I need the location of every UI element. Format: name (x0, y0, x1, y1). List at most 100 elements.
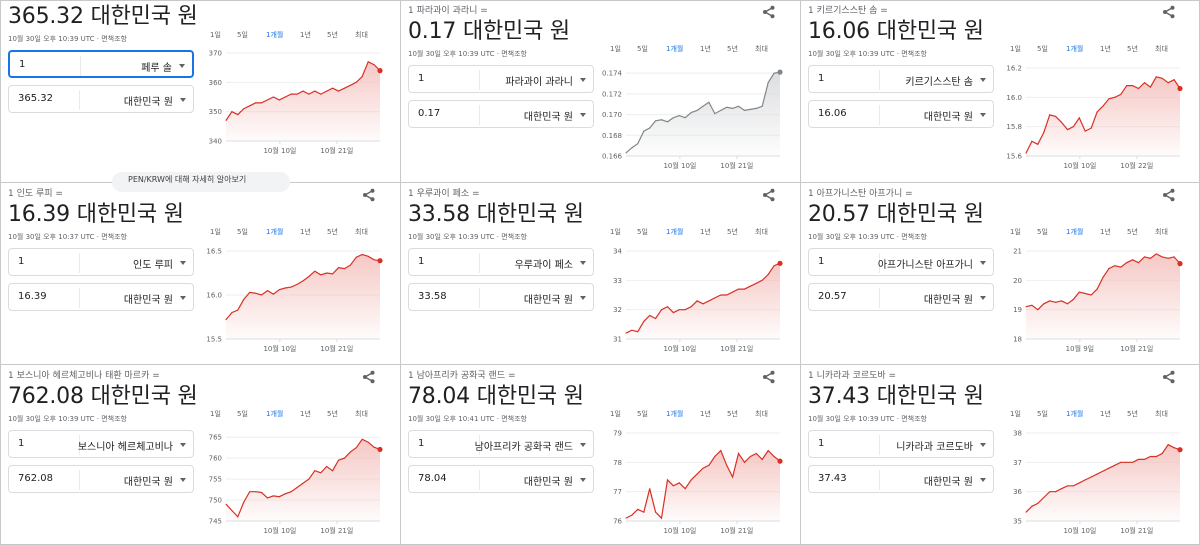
to-currency-field[interactable]: 16.06 대한민국 원 (808, 100, 994, 128)
to-currency-field[interactable]: 0.17 대한민국 원 (408, 100, 594, 128)
to-currency-field[interactable]: 78.04 대한민국 원 (408, 465, 594, 493)
to-currency-select[interactable]: 대한민국 원 (523, 295, 573, 306)
chevron-down-icon[interactable] (580, 261, 586, 265)
from-currency-select[interactable]: 보스니아 헤르체고비나 (77, 442, 173, 453)
from-currency-field[interactable]: 1 보스니아 헤르체고비나 (8, 430, 194, 458)
range-tab[interactable]: 최대 (755, 228, 768, 236)
range-tab[interactable]: 5년 (1127, 410, 1138, 418)
range-tab[interactable]: 1일 (1010, 228, 1021, 236)
from-currency-select[interactable]: 인도 루피 (133, 260, 173, 271)
to-currency-field[interactable]: 33.58 대한민국 원 (408, 283, 594, 311)
chevron-down-icon[interactable] (980, 261, 986, 265)
to-currency-field[interactable]: 37.43 대한민국 원 (808, 465, 994, 493)
range-tab[interactable]: 1개월 (1066, 228, 1084, 236)
range-tab[interactable]: 5년 (1127, 228, 1138, 236)
chevron-down-icon[interactable] (580, 478, 586, 482)
share-icon[interactable] (1162, 188, 1176, 202)
from-amount-input[interactable]: 1 (418, 256, 425, 267)
share-icon[interactable] (362, 370, 376, 384)
share-icon[interactable] (1162, 5, 1176, 19)
chevron-down-icon[interactable] (980, 78, 986, 82)
share-icon[interactable] (762, 370, 776, 384)
chevron-down-icon[interactable] (180, 98, 186, 102)
from-currency-field[interactable]: 1 아프가니스탄 아프가니 (808, 248, 994, 276)
range-tab[interactable]: 1일 (1010, 45, 1021, 53)
range-tab[interactable]: 5년 (727, 45, 738, 53)
range-tab[interactable]: 1년 (700, 45, 711, 53)
range-tab[interactable]: 1년 (1100, 228, 1111, 236)
range-tab[interactable]: 최대 (755, 410, 768, 418)
to-amount-input[interactable]: 37.43 (818, 473, 847, 484)
range-tab[interactable]: 5년 (327, 228, 338, 236)
from-currency-field[interactable]: 1 우루과이 페소 (408, 248, 594, 276)
range-tab[interactable]: 5일 (637, 45, 648, 53)
range-tab[interactable]: 5년 (1127, 45, 1138, 53)
from-currency-select[interactable]: 아프가니스탄 아프가니 (877, 260, 973, 271)
to-currency-field[interactable]: 16.39 대한민국 원 (8, 283, 194, 311)
range-tab[interactable]: 5년 (727, 228, 738, 236)
from-currency-field[interactable]: 1 인도 루피 (8, 248, 194, 276)
chevron-down-icon[interactable] (180, 478, 186, 482)
range-tab[interactable]: 1일 (210, 228, 221, 236)
range-tab[interactable]: 1일 (610, 45, 621, 53)
chevron-down-icon[interactable] (180, 261, 186, 265)
range-tab[interactable]: 1년 (300, 410, 311, 418)
range-tab[interactable]: 최대 (355, 228, 368, 236)
to-amount-input[interactable]: 78.04 (418, 473, 447, 484)
chevron-down-icon[interactable] (580, 113, 586, 117)
range-tab[interactable]: 5일 (1037, 228, 1048, 236)
to-currency-select[interactable]: 대한민국 원 (923, 477, 973, 488)
range-tab[interactable]: 1일 (210, 31, 221, 39)
chevron-down-icon[interactable] (580, 443, 586, 447)
range-tab[interactable]: 1년 (1100, 45, 1111, 53)
chevron-down-icon[interactable] (580, 296, 586, 300)
range-tab[interactable]: 1개월 (266, 410, 284, 418)
from-currency-select[interactable]: 파라과이 과라니 (505, 77, 573, 88)
from-amount-input[interactable]: 1 (418, 73, 425, 84)
range-tab[interactable]: 1개월 (266, 228, 284, 236)
to-amount-input[interactable]: 0.17 (418, 108, 441, 119)
range-tab[interactable]: 5일 (237, 410, 248, 418)
share-icon[interactable] (1162, 370, 1176, 384)
range-tab[interactable]: 5일 (1037, 45, 1048, 53)
range-tab[interactable]: 최대 (755, 45, 768, 53)
to-currency-field[interactable]: 365.32 대한민국 원 (8, 85, 194, 113)
range-tab[interactable]: 5일 (237, 31, 248, 39)
from-amount-input[interactable]: 1 (818, 438, 825, 449)
to-currency-field[interactable]: 20.57 대한민국 원 (808, 283, 994, 311)
to-currency-select[interactable]: 대한민국 원 (923, 295, 973, 306)
from-currency-field[interactable]: 1 파라과이 과라니 (408, 65, 594, 93)
to-amount-input[interactable]: 16.39 (18, 291, 47, 302)
from-currency-select[interactable]: 니카라과 코르도바 (896, 442, 973, 453)
from-amount-input[interactable]: 1 (818, 73, 825, 84)
chevron-down-icon[interactable] (180, 296, 186, 300)
to-amount-input[interactable]: 33.58 (418, 291, 447, 302)
chevron-down-icon[interactable] (980, 113, 986, 117)
range-tab[interactable]: 최대 (1155, 410, 1168, 418)
to-amount-input[interactable]: 16.06 (818, 108, 847, 119)
share-icon[interactable] (762, 188, 776, 202)
share-icon[interactable] (362, 188, 376, 202)
range-tab[interactable]: 최대 (355, 410, 368, 418)
range-tab[interactable]: 1년 (1100, 410, 1111, 418)
range-tab[interactable]: 5일 (637, 228, 648, 236)
from-currency-field[interactable]: 1 페루 솔 (8, 50, 194, 78)
to-currency-select[interactable]: 대한민국 원 (523, 112, 573, 123)
range-tab[interactable]: 5년 (327, 31, 338, 39)
from-currency-select[interactable]: 우루과이 페소 (514, 260, 573, 271)
range-tab[interactable]: 1개월 (666, 228, 684, 236)
share-icon[interactable] (762, 5, 776, 19)
from-currency-select[interactable]: 남아프리카 공화국 랜드 (474, 442, 573, 453)
range-tab[interactable]: 5년 (327, 410, 338, 418)
range-tab[interactable]: 1년 (300, 228, 311, 236)
from-amount-input[interactable]: 1 (818, 256, 825, 267)
range-tab[interactable]: 1일 (1010, 410, 1021, 418)
range-tab[interactable]: 1년 (700, 410, 711, 418)
range-tab[interactable]: 최대 (355, 31, 368, 39)
range-tab[interactable]: 1개월 (1066, 45, 1084, 53)
to-currency-select[interactable]: 대한민국 원 (123, 97, 173, 108)
to-currency-select[interactable]: 대한민국 원 (923, 112, 973, 123)
range-tab[interactable]: 1개월 (666, 45, 684, 53)
chevron-down-icon[interactable] (980, 443, 986, 447)
chevron-down-icon[interactable] (980, 296, 986, 300)
